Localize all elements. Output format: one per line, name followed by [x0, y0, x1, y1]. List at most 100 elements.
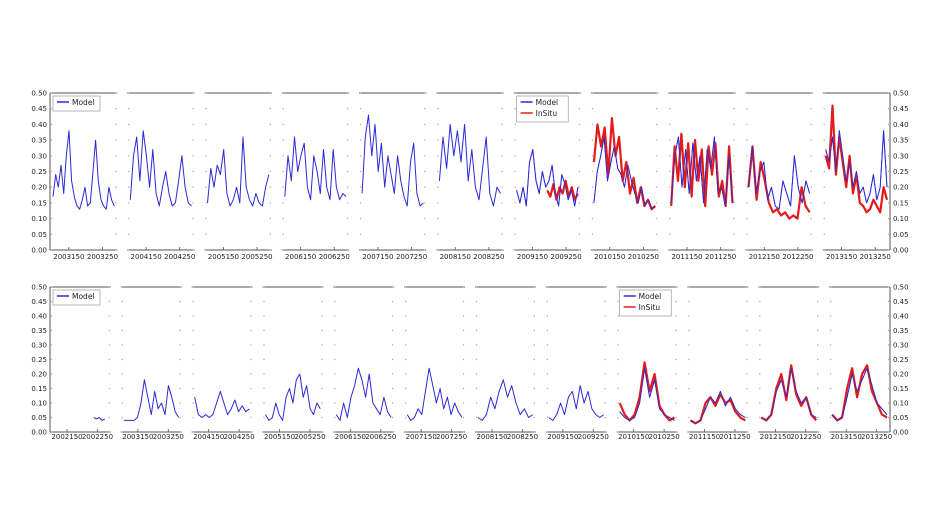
panel-1-6: 2008150 2008250 [436, 92, 504, 261]
grid-dot [334, 329, 336, 332]
x-tick-label: 2011150 [671, 253, 702, 261]
grid-dot [823, 170, 825, 173]
grid-dot [50, 402, 53, 404]
grid-dot [205, 202, 207, 204]
grid-dot [759, 300, 761, 303]
grid-dot [733, 108, 735, 110]
grid-dot [462, 286, 465, 288]
grid-dot [655, 249, 658, 251]
grid-dot [578, 108, 581, 110]
grid-dot [501, 108, 503, 110]
grid-dot [501, 123, 503, 126]
grid-dot [121, 431, 124, 433]
grid-dot [346, 155, 349, 157]
grid-dot [391, 431, 394, 433]
grid-dot [823, 249, 825, 251]
grid-dot [50, 387, 53, 390]
grid-dot [617, 315, 619, 317]
grid-dot [50, 139, 53, 141]
grid-dot [108, 300, 111, 303]
grid-dot [115, 202, 117, 204]
grid-dot [334, 315, 336, 317]
grid-dot [533, 416, 536, 419]
grid-dot [655, 186, 658, 188]
grid-dot [746, 402, 748, 404]
grid-dot [829, 358, 832, 361]
grid-dot [179, 315, 181, 317]
grid-dot [334, 373, 336, 375]
grid-dot [121, 387, 124, 390]
grid-dot [437, 233, 439, 235]
grid-dot [462, 402, 465, 404]
panel-2-1: 2002150 2002250 Model [49, 286, 113, 441]
grid-dot [346, 233, 349, 235]
x-tick-label: 2006250 [319, 253, 350, 261]
grid-dot [404, 286, 407, 288]
grid-dot [462, 344, 465, 346]
grid-dot [475, 402, 478, 404]
grid-dot [887, 387, 890, 390]
grid-dot [617, 300, 619, 303]
y-tick-label-left: 0.50 [31, 90, 47, 98]
y-tick-label-right: 0.25 [893, 168, 909, 176]
y-tick-label-right: 0.35 [893, 137, 909, 145]
grid-dot [321, 344, 323, 346]
grid-dot [179, 358, 181, 361]
grid-dot [424, 92, 426, 94]
panel-2-10: 2011150 2011250 [687, 286, 751, 441]
panel-2-12: 2013150 2013250 [829, 286, 892, 441]
x-tick-label: 2010150 [618, 433, 649, 441]
grid-dot [501, 186, 503, 188]
y-tick-label-right: 0.30 [893, 342, 909, 350]
grid-dot [655, 92, 658, 94]
grid-dot [115, 108, 117, 110]
legend-label: Model [72, 292, 95, 301]
grid-dot [404, 358, 407, 361]
figure-row-2: 0.00 0.00 0.05 0.05 0.10 0.10 0.15 0.15 0.20 0.20… [31, 284, 908, 442]
grid-dot [578, 249, 581, 251]
x-tick-label: 2013150 [826, 253, 857, 261]
grid-dot [263, 402, 265, 404]
grid-dot [617, 387, 619, 390]
grid-dot [205, 108, 207, 110]
grid-dot [192, 202, 194, 204]
x-tick-label: 2008250 [473, 253, 504, 261]
grid-dot [887, 170, 890, 173]
grid-dot [108, 286, 111, 288]
grid-dot [424, 249, 426, 251]
grid-dot [816, 329, 819, 332]
grid-dot [121, 402, 124, 404]
grid-dot [250, 402, 252, 404]
y-tick-label-right: 0.35 [893, 327, 909, 335]
grid-dot [668, 170, 671, 173]
grid-dot [617, 416, 619, 419]
grid-dot [810, 217, 812, 220]
y-tick-label-right: 0.45 [893, 298, 909, 306]
grid-dot [675, 402, 677, 404]
grid-dot [655, 202, 658, 204]
panel-2-8: 2009150 2009250 [545, 286, 609, 441]
grid-dot [346, 186, 349, 188]
grid-dot [887, 217, 890, 220]
grid-dot [250, 416, 252, 419]
grid-dot [533, 315, 536, 317]
grid-dot [688, 387, 690, 390]
y-tick-label-right: 0.05 [893, 231, 909, 239]
grid-dot [359, 108, 362, 110]
grid-dot [334, 358, 336, 361]
grid-dot [121, 300, 124, 303]
grid-dot [810, 186, 812, 188]
grid-dot [50, 217, 53, 220]
grid-dot [282, 249, 285, 251]
legend-box [516, 95, 569, 123]
grid-dot [759, 416, 761, 419]
grid-dot [424, 123, 426, 126]
grid-dot [668, 186, 671, 188]
grid-dot [810, 155, 812, 157]
grid-dot [108, 402, 111, 404]
grid-dot [121, 329, 124, 332]
grid-dot [546, 344, 549, 346]
grid-dot [759, 286, 761, 288]
grid-dot [675, 431, 677, 433]
grid-dot [514, 170, 516, 173]
